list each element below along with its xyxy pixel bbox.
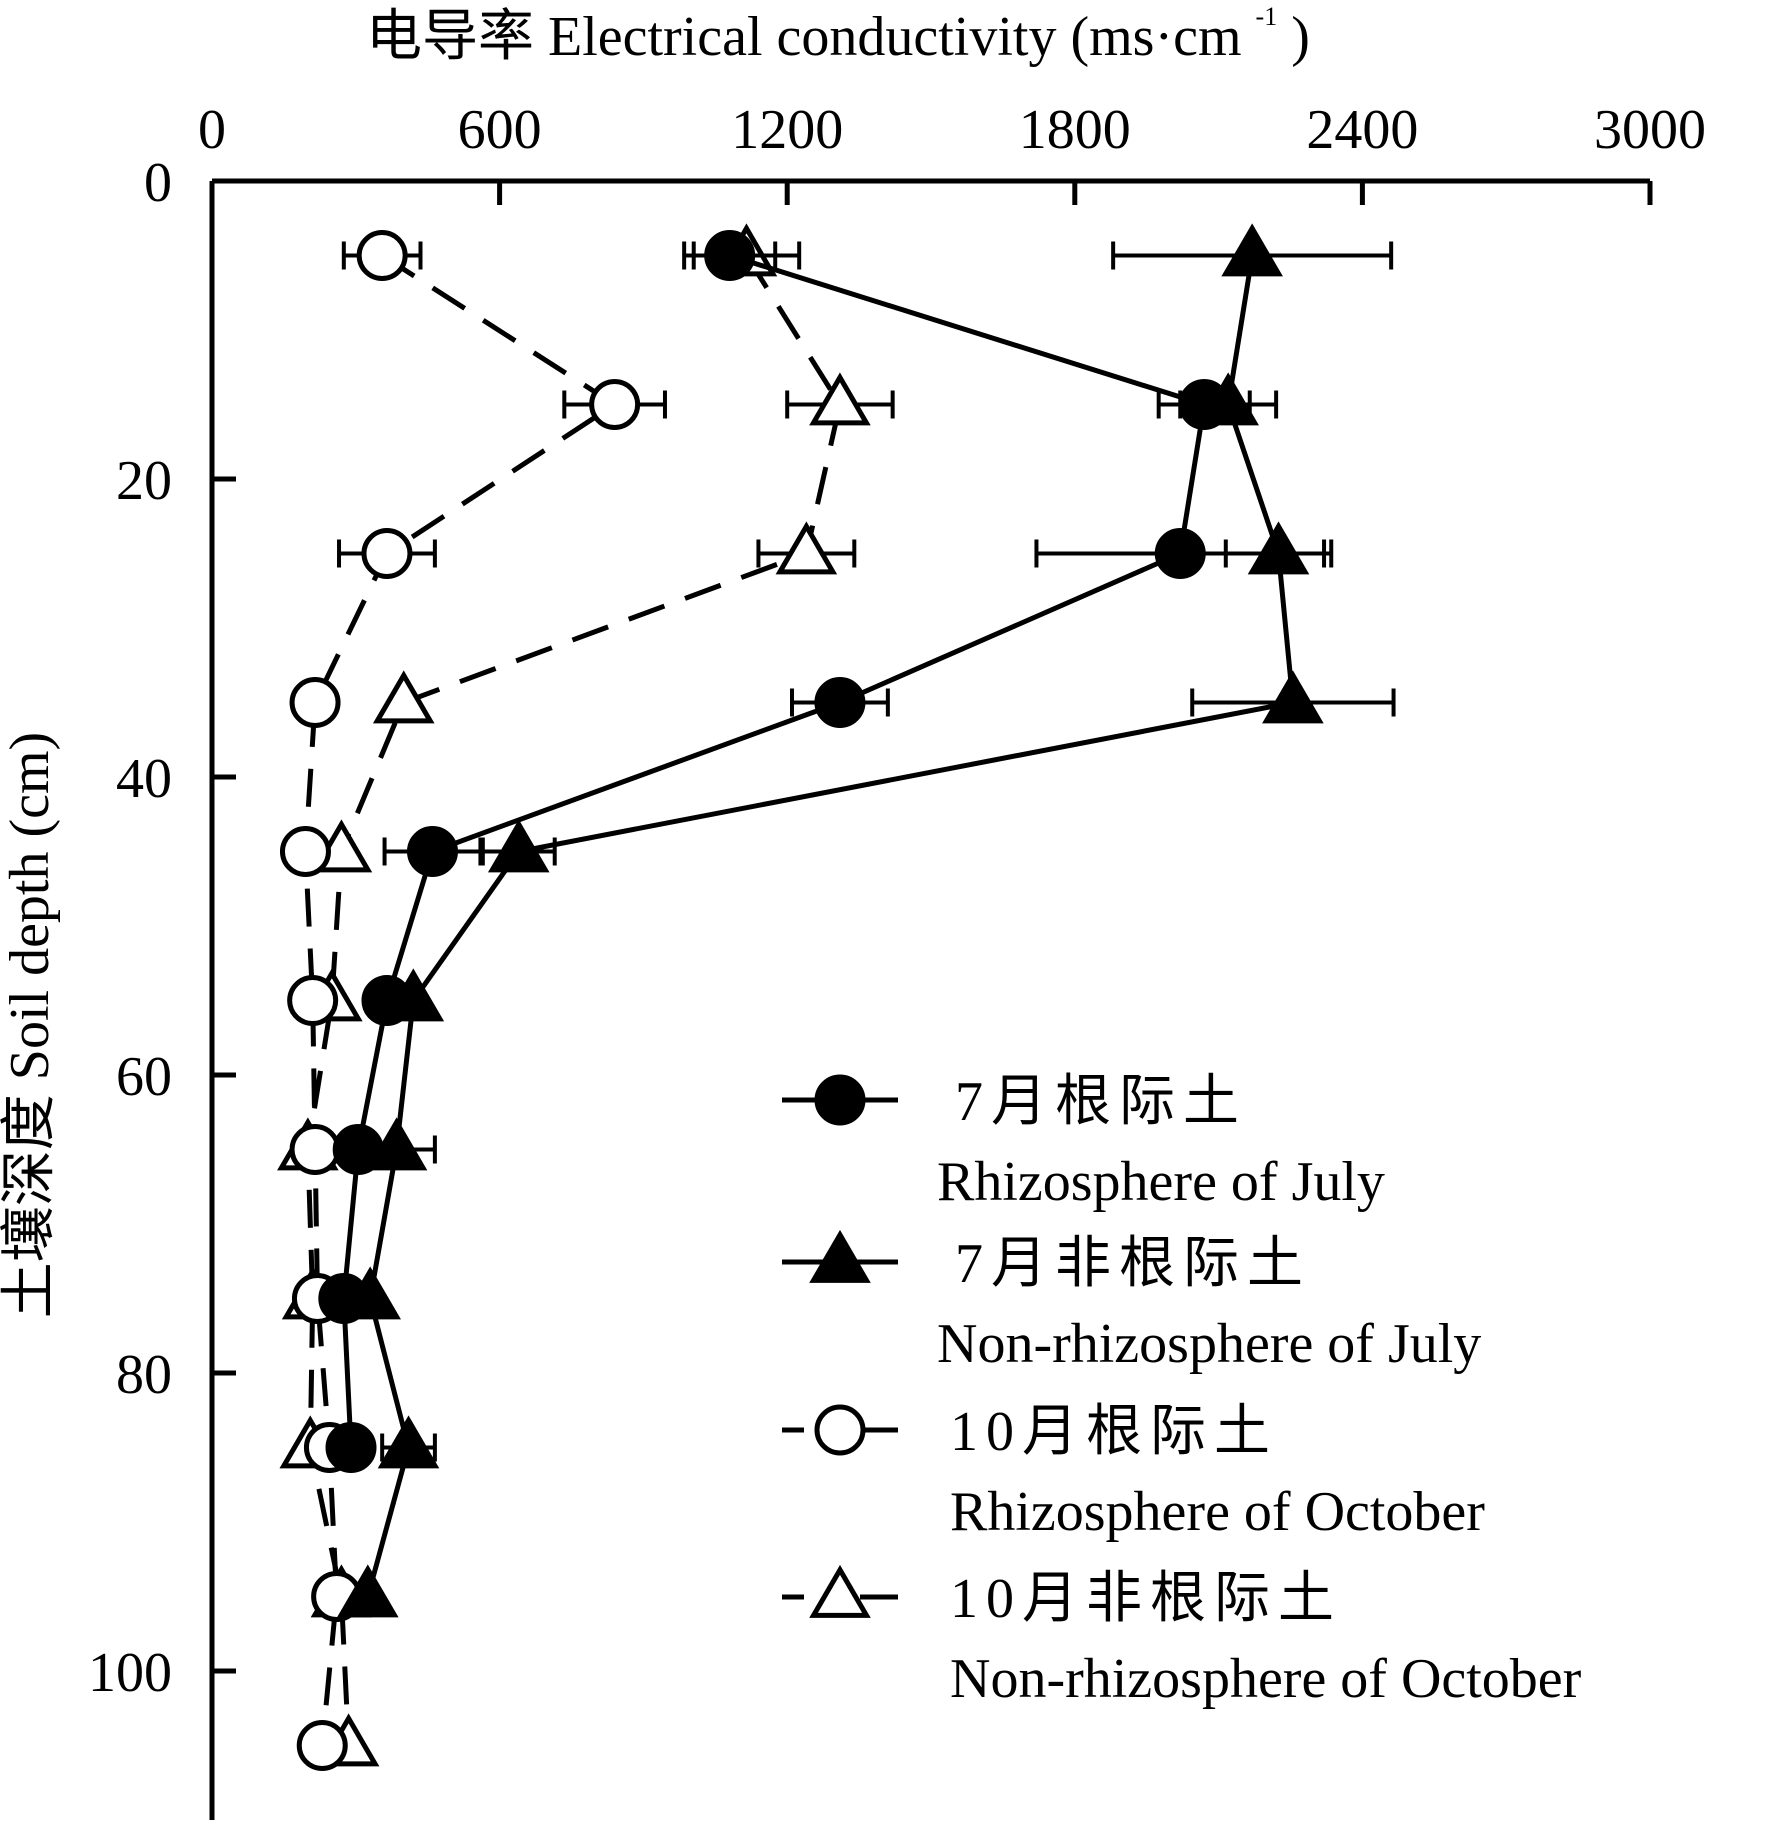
legend-label-en: Rhizosphere of July	[937, 1151, 1385, 1213]
x-tick-label: 1200	[731, 99, 843, 161]
data-point-rhizosphere-of-july	[361, 975, 413, 1026]
data-point-rhizosphere-of-october	[356, 230, 408, 281]
data-point-rhizosphere-of-october	[287, 975, 339, 1026]
data-point-non-rhizosphere-of-july	[1221, 223, 1283, 277]
x-tick-label: 1800	[1019, 99, 1131, 161]
legend: 7月根际土 Rhizosphere of July 7月非根际土 Non-rhizos…	[782, 1071, 1582, 1710]
x-tick-label: 0	[198, 99, 226, 161]
legend-label-en: Non-rhizosphere of July	[937, 1313, 1481, 1375]
x-tick-label: 3000	[1594, 99, 1706, 161]
data-point-non-rhizosphere-of-july	[1247, 521, 1310, 575]
data-point-rhizosphere-of-july	[325, 1422, 377, 1473]
legend-label-en: Non-rhizosphere of October	[950, 1648, 1582, 1710]
data-point-rhizosphere-of-july	[406, 826, 458, 877]
series-line-non-rhizosphere-of-october	[305, 254, 843, 1746]
x-axis-title-superscript: -1	[1256, 2, 1278, 31]
legend-label-cn: 10月非根际土	[950, 1568, 1342, 1630]
data-point-rhizosphere-of-july	[1178, 379, 1230, 430]
data-point-rhizosphere-of-october	[289, 1124, 341, 1175]
axes: 0 600 1200 1800 2400 3000 0 20 40 60 80 100	[88, 99, 1706, 1820]
y-tick-label: 20	[116, 450, 172, 512]
data-point-rhizosphere-of-july	[814, 677, 866, 728]
data-point-non-rhizosphere-of-october	[775, 521, 838, 575]
x-axis-title-close: )	[1291, 6, 1310, 68]
data-point-non-rhizosphere-of-july	[487, 819, 550, 873]
x-tick-label: 600	[458, 99, 542, 161]
data-point-non-rhizosphere-of-october	[372, 670, 435, 724]
data-point-rhizosphere-of-october	[589, 379, 641, 430]
legend-item-4: 10月非根际土 Non-rhizosphere of October	[782, 1564, 1582, 1710]
data-point-non-rhizosphere-of-october	[809, 372, 871, 426]
data-point-rhizosphere-of-july	[332, 1124, 384, 1175]
data-point-rhizosphere-of-october	[361, 528, 413, 579]
data-point-non-rhizosphere-of-july	[336, 1564, 399, 1618]
series-3	[279, 230, 667, 1771]
x-tick-label: 2400	[1306, 99, 1418, 161]
legend-item-2: 7月非根际土 Non-rhizosphere of July	[782, 1229, 1481, 1375]
y-tick-label: 80	[116, 1344, 172, 1406]
legend-label-en: Rhizosphere of October	[950, 1481, 1485, 1543]
data-point-rhizosphere-of-october	[279, 826, 331, 877]
y-tick-label: 40	[116, 748, 172, 810]
series-1	[318, 230, 1327, 1473]
data-point-non-rhizosphere-of-july	[1262, 670, 1324, 724]
series-line-non-rhizosphere-of-july	[365, 255, 1296, 1598]
series-line-rhizosphere-of-october	[302, 253, 620, 1746]
legend-label-cn: 7月根际土	[955, 1071, 1247, 1133]
legend-marker	[814, 1404, 866, 1456]
data-point-rhizosphere-of-july	[318, 1273, 370, 1324]
data-point-rhizosphere-of-july	[1154, 528, 1206, 579]
data-point-rhizosphere-of-october	[296, 1720, 348, 1771]
data-point-rhizosphere-of-july	[704, 230, 756, 281]
x-axis-title: 电导率 Electrical conductivity (ms·cm -1 )	[366, 0, 1310, 68]
legend-marker	[814, 1074, 866, 1126]
legend-label-cn: 10月根际土	[950, 1401, 1278, 1463]
legend-item-3: 10月根际土 Rhizosphere of October	[782, 1401, 1485, 1543]
y-axis-title: 土壤深度 Soil depth (cm)	[0, 732, 61, 1318]
data-point-rhizosphere-of-october	[289, 677, 341, 728]
legend-item-1: 7月根际土 Rhizosphere of July	[782, 1071, 1385, 1213]
legend-label-cn: 7月非根际土	[955, 1233, 1311, 1295]
legend-marker	[809, 1229, 871, 1283]
y-tick-label: 100	[88, 1642, 172, 1704]
y-tick-label: 0	[144, 152, 172, 214]
series-layer	[277, 223, 1396, 1771]
x-axis-title-main: 电导率 Electrical conductivity (ms·cm	[366, 6, 1242, 68]
y-tick-label: 60	[116, 1046, 172, 1108]
data-point-non-rhizosphere-of-july	[377, 1415, 440, 1469]
legend-marker	[809, 1564, 871, 1618]
